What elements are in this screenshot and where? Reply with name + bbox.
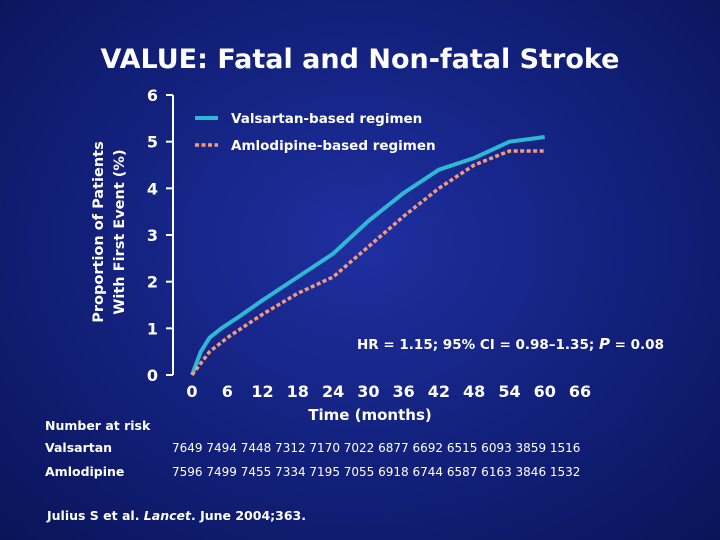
x-tick-label: 48 xyxy=(463,382,485,401)
risk-label-amlodipine: Amlodipine xyxy=(45,464,125,479)
x-tick-label: 12 xyxy=(251,382,273,401)
x-tick-label: 0 xyxy=(186,382,197,401)
hr-annotation-text: HR = 1.15; 95% CI = 0.98–1.35; xyxy=(357,337,599,353)
hr-annotation: HR = 1.15; 95% CI = 0.98–1.35; P = 0.08 xyxy=(357,335,664,353)
x-tick-label: 54 xyxy=(498,382,520,401)
hr-annotation-p: P xyxy=(599,335,610,353)
y-tick-label: 0 xyxy=(147,366,158,385)
legend-label-amlodipine: Amlodipine-based regimen xyxy=(231,138,436,154)
x-tick-label: 18 xyxy=(287,382,309,401)
risk-values-valsartan: 7649 7494 7448 7312 7170 7022 6877 6692 … xyxy=(172,441,581,455)
series-lines xyxy=(190,135,545,377)
hr-annotation-value: = 0.08 xyxy=(610,337,664,353)
y-tick-label: 3 xyxy=(147,226,158,245)
citation-rest: . June 2004;363. xyxy=(190,508,306,523)
citation: Julius S et al. Lancet. June 2004;363. xyxy=(47,508,306,523)
y-axis-label-line-1: Proportion of Patients xyxy=(91,141,107,322)
x-tick-label: 36 xyxy=(393,382,415,401)
citation-journal: Lancet xyxy=(143,508,191,523)
x-tick-label: 24 xyxy=(322,382,344,401)
y-tick-label: 5 xyxy=(147,133,158,152)
y-tick-label: 4 xyxy=(147,179,158,198)
x-axis-label: Time (months) xyxy=(308,406,432,424)
y-tick-label: 6 xyxy=(147,86,158,105)
series-line-amlodipine xyxy=(190,149,545,377)
x-tick-label: 60 xyxy=(534,382,556,401)
x-ticks: 0 6 12 18 24 30 36 42 48 54 60 66 xyxy=(186,382,591,401)
risk-table-title: Number at risk xyxy=(45,418,151,433)
x-tick-label: 66 xyxy=(569,382,591,401)
y-axis-label-line-2: With First Event (%) xyxy=(112,149,128,314)
risk-label-valsartan: Valsartan xyxy=(45,440,113,455)
y-ticks: 0 1 2 3 4 5 6 xyxy=(147,86,173,385)
chart-title: VALUE: Fatal and Non-fatal Stroke xyxy=(100,44,620,75)
y-tick-label: 2 xyxy=(147,273,158,292)
legend: Valsartan-based regimen Amlodipine-based … xyxy=(195,111,436,154)
series-line-valsartan xyxy=(190,135,545,376)
x-tick-label: 42 xyxy=(428,382,450,401)
citation-authors: Julius S et al. xyxy=(47,508,144,523)
risk-values-amlodipine: 7596 7499 7455 7334 7195 7055 6918 6744 … xyxy=(172,465,581,479)
x-tick-label: 30 xyxy=(357,382,379,401)
legend-label-valsartan: Valsartan-based regimen xyxy=(231,111,422,127)
x-tick-label: 6 xyxy=(222,382,233,401)
y-tick-label: 1 xyxy=(147,319,158,338)
